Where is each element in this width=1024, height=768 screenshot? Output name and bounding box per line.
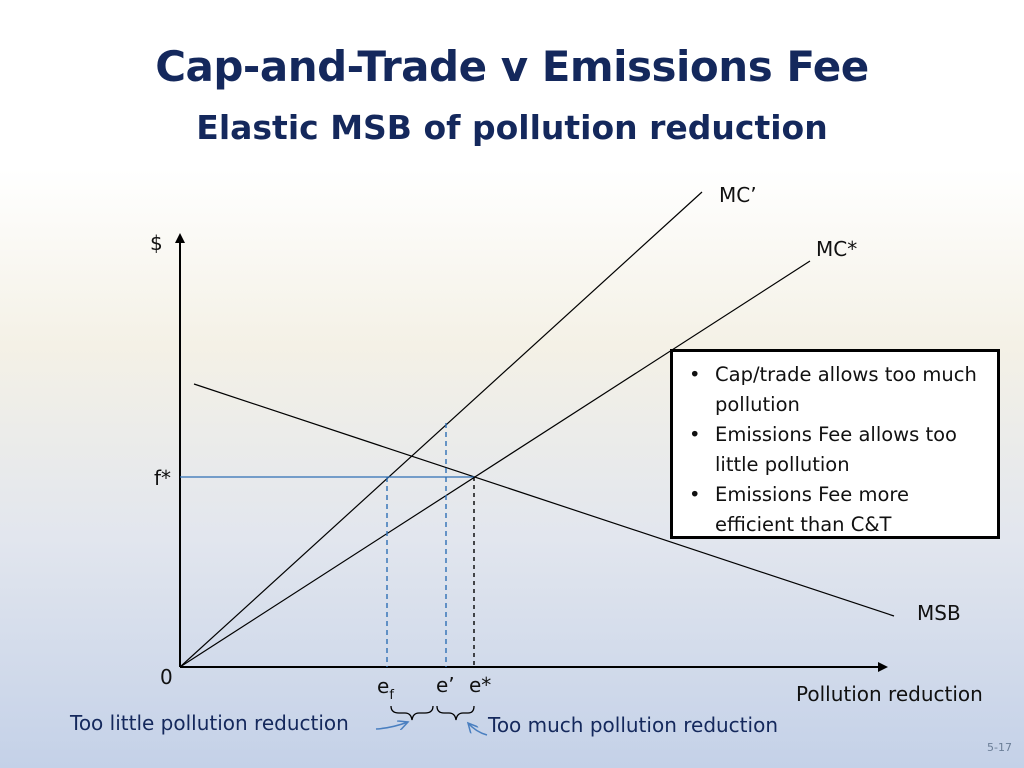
slide-subtitle: Elastic MSB of pollution reduction	[196, 108, 828, 147]
summary-item-text: Cap/trade allows too much pollution	[715, 363, 977, 416]
summary-item: • Cap/trade allows too much pollution	[683, 360, 987, 420]
f-star-label: f*	[154, 466, 171, 490]
mc-prime-label: MC’	[719, 183, 757, 207]
msb-label: MSB	[917, 601, 961, 625]
origin-label: 0	[160, 665, 173, 689]
msb-curve	[193, 383, 895, 617]
too-little-arrow	[375, 722, 408, 729]
summary-item: • Emissions Fee allows too little polluti…	[683, 420, 987, 480]
mc-star-label: MC*	[816, 237, 857, 261]
bullet-icon: •	[689, 423, 701, 446]
ef-subscript: f	[389, 688, 394, 703]
too-little-brace	[390, 705, 434, 721]
ef-label: ef	[377, 674, 394, 703]
x-axis-label: Pollution reduction	[796, 682, 983, 706]
e-prime-label: e’	[436, 673, 455, 697]
too-much-annotation: Too much pollution reduction	[487, 713, 778, 737]
too-much-arrow	[468, 723, 488, 736]
too-little-annotation: Too little pollution reduction	[69, 711, 349, 735]
bullet-icon: •	[689, 363, 701, 386]
summary-box: • Cap/trade allows too much pollution • Em…	[670, 349, 1000, 539]
page-number: 5-17	[987, 741, 1012, 754]
summary-item-text: Emissions Fee more efficient than C&T	[715, 483, 909, 536]
summary-list: • Cap/trade allows too much pollution • Em…	[683, 360, 987, 540]
y-axis-label: $	[150, 231, 163, 255]
mc-prime-curve	[179, 191, 703, 668]
too-much-brace	[436, 705, 475, 721]
summary-item: • Emissions Fee more efficient than C&T	[683, 480, 987, 540]
slide-title: Cap-and-Trade v Emissions Fee	[155, 42, 869, 91]
e-star-label: e*	[469, 673, 491, 697]
bullet-icon: •	[689, 483, 701, 506]
mc-star-curve	[179, 260, 811, 668]
summary-item-text: Emissions Fee allows too little pollutio…	[715, 423, 957, 476]
